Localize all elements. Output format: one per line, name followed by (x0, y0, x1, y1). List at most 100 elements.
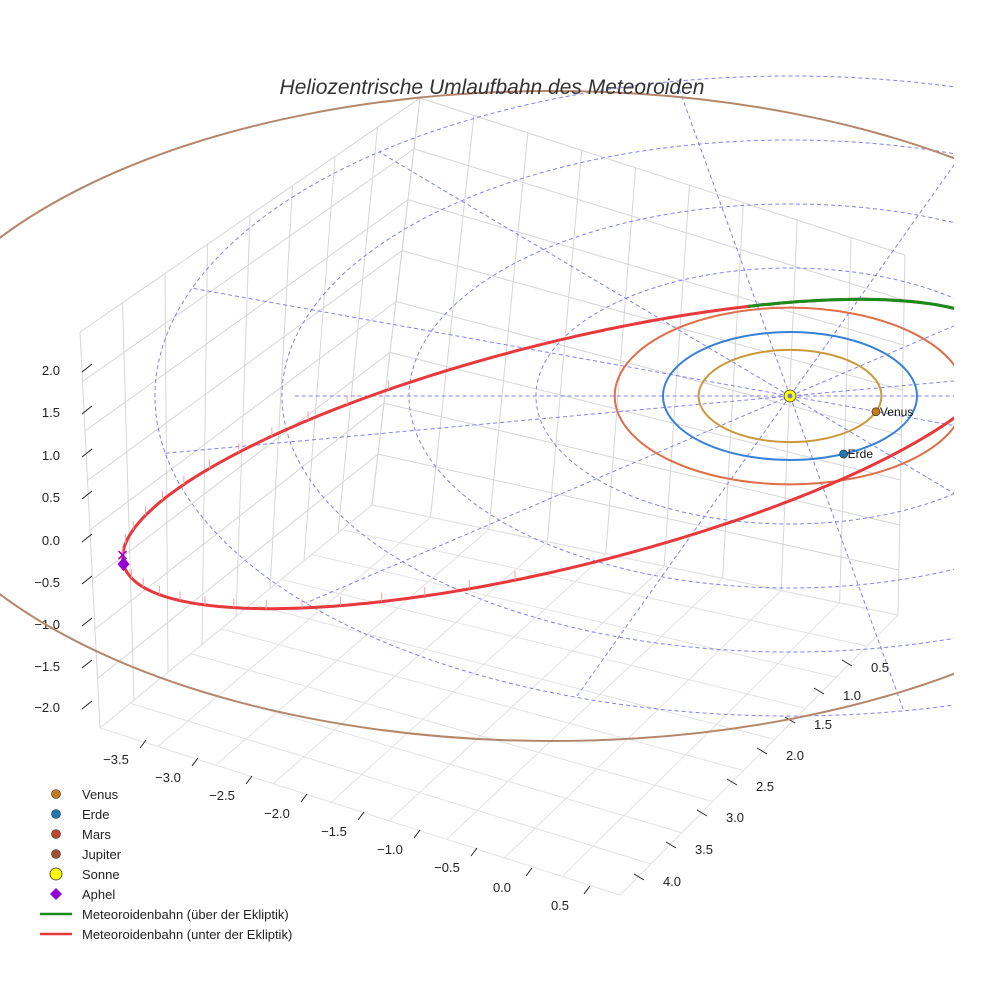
x-tick (139, 739, 147, 749)
grid-line (99, 727, 621, 896)
grid-line (377, 453, 899, 571)
legend-label: Aphel (82, 886, 116, 902)
x-tick (413, 829, 421, 839)
ecliptic-radial (789, 395, 954, 494)
z-tick (81, 405, 93, 415)
orbit-jupiter (0, 90, 954, 742)
z-tick-label: 2.0 (42, 363, 60, 378)
grid-line (371, 504, 899, 616)
legend-label: Meteoroidenbahn (über der Ekliptik) (82, 906, 289, 922)
legend-item: Meteoroidenbahn (über der Ekliptik) (40, 904, 292, 924)
legend-symbol (40, 864, 72, 884)
grid-line (215, 529, 490, 766)
legend-item: Erde (40, 804, 292, 824)
x-tick-label: −2.0 (264, 806, 290, 821)
y-tick (665, 841, 677, 849)
x-tick (470, 847, 478, 857)
y-tick-label: 2.5 (756, 779, 774, 794)
z-tick (81, 363, 93, 373)
legend-label: Sonne (82, 866, 120, 882)
legend: Venus Erde Mars Jupiter Sonne Aphel Meteoroide… (40, 784, 292, 944)
ecliptic-radial (675, 81, 791, 397)
grid-line (82, 148, 415, 382)
z-tick-label: 0.0 (42, 533, 60, 548)
x-tick-label: −1.0 (377, 842, 403, 857)
marker-mars (959, 377, 967, 385)
grid-line (311, 554, 837, 678)
x-tick-label: 0.0 (493, 880, 511, 895)
marker-venus (871, 407, 881, 417)
z-tick-label: 1.5 (42, 405, 60, 420)
grid-line (383, 402, 900, 526)
planet-orbits (0, 90, 954, 742)
grid-line (341, 529, 868, 647)
ecliptic-radial (305, 395, 791, 604)
grid-line (389, 351, 901, 481)
z-tick (81, 575, 93, 585)
z-tick-label: −2.0 (34, 700, 60, 715)
grid-line (388, 565, 665, 822)
legend-item: Aphel (40, 884, 292, 904)
z-tick (81, 533, 93, 543)
y-tick (726, 778, 738, 786)
legend-item: Meteoroidenbahn (unter der Ekliptik) (40, 924, 292, 944)
chart-title: Heliozentrische Umlaufbahn des Meteoroid… (280, 76, 705, 99)
grid-line (190, 653, 713, 803)
legend-label: Mars (82, 826, 111, 842)
ecliptic-radial (789, 380, 954, 397)
markers: Venus Erde M (117, 374, 977, 572)
grid-line (97, 453, 379, 679)
y-tick-label: 2.0 (786, 748, 804, 763)
grid-line (130, 702, 652, 865)
grid-line (561, 602, 840, 877)
grid-line (407, 199, 904, 346)
z-tick-label: 0.5 (42, 490, 60, 505)
ecliptic-radial (575, 395, 791, 698)
z-tick (81, 659, 93, 669)
z-tick-label: −1.5 (34, 659, 60, 674)
y-tick-label: 1.0 (843, 688, 861, 703)
grid-line (157, 516, 431, 747)
z-tick (81, 700, 93, 710)
aphel-marker (117, 557, 130, 572)
y-tick-label: 0.5 (871, 660, 889, 675)
y-tick (813, 687, 825, 695)
grid-line (330, 553, 607, 803)
x-tick-label: −0.5 (434, 860, 460, 875)
label-venus: Venus (880, 405, 913, 419)
x-tick-label: −3.5 (103, 752, 129, 767)
x-tick-label: 0.5 (551, 898, 569, 913)
legend-symbol (40, 904, 72, 924)
z-tick (81, 617, 93, 627)
grid-line (619, 614, 899, 896)
grid-line (419, 97, 906, 256)
grid-line (446, 577, 724, 840)
x-tick (191, 757, 199, 767)
ecliptic-radial (789, 395, 954, 427)
label-mars: M (967, 374, 977, 388)
grid-line (250, 603, 775, 740)
legend-symbol (40, 884, 72, 904)
legend-item: Mars (40, 824, 292, 844)
legend-item: Jupiter (40, 844, 292, 864)
orbit-venus (697, 348, 883, 444)
legend-symbol (40, 924, 72, 944)
sun-core (787, 393, 793, 399)
ecliptic-radial (789, 164, 954, 397)
marker-erde (839, 449, 849, 459)
y-tick (633, 873, 645, 881)
orbit-mars (613, 306, 954, 486)
grid-line (504, 590, 782, 859)
legend-label: Erde (82, 806, 110, 822)
ecliptic-ring (281, 139, 954, 653)
legend-item: Venus (40, 784, 292, 804)
legend-symbol (40, 824, 72, 844)
legend-label: Venus (82, 786, 119, 802)
legend-symbol (40, 844, 72, 864)
y-tick-label: 1.5 (814, 717, 832, 732)
y-tick-label: 3.0 (726, 810, 744, 825)
x-tick (583, 885, 591, 895)
grid-line (281, 578, 806, 709)
z-tick-label: −0.5 (34, 575, 60, 590)
